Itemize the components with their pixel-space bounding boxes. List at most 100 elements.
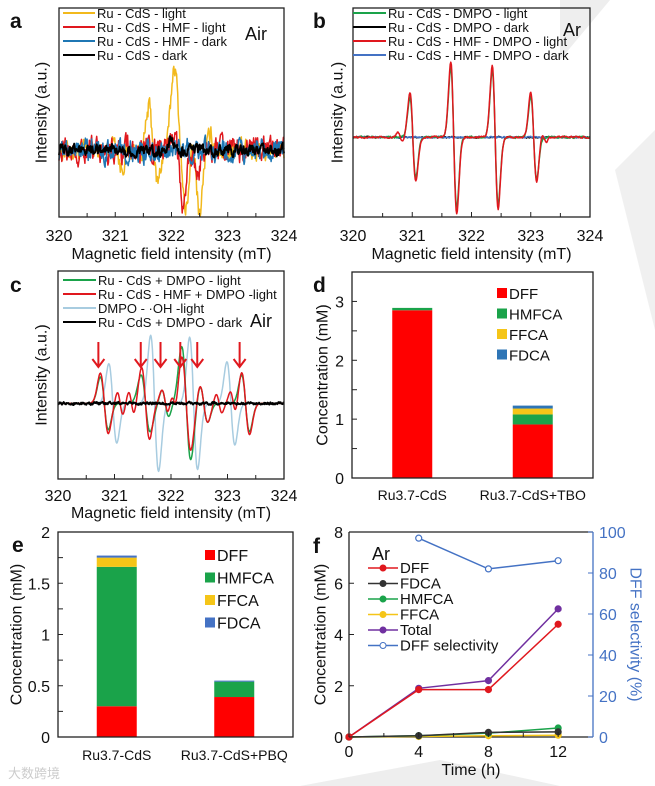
series-line-dff <box>348 623 559 738</box>
panel-label: d <box>313 274 326 297</box>
legend-swatch <box>205 550 215 560</box>
data-point <box>415 534 423 542</box>
legend-swatch <box>205 595 215 605</box>
x-tick-label: 321 <box>102 228 129 245</box>
data-point <box>415 685 423 694</box>
legend-swatch <box>497 308 507 319</box>
panel-label: a <box>10 10 22 33</box>
legend-label: FDCA <box>400 576 441 593</box>
x-tick-label: 322 <box>458 228 485 245</box>
y2-tick-label: 40 <box>599 648 617 665</box>
bar-fdca-1 <box>96 555 137 558</box>
condition-label: Air <box>250 311 272 331</box>
x-tick-label: 323 <box>214 228 241 245</box>
y-tick-label: 2 <box>335 353 344 370</box>
legend-label: Total <box>400 622 432 639</box>
legend-marker <box>379 564 387 572</box>
bar-dff-2 <box>214 697 255 737</box>
y-tick-label: 2 <box>41 525 50 542</box>
watermark: 大数跨境 <box>8 766 60 781</box>
legend-label: FDCA <box>217 616 261 633</box>
x-tick-label: 324 <box>271 488 298 505</box>
x-tick-label: 323 <box>214 488 241 505</box>
x-tick-label: 324 <box>271 228 298 245</box>
legend-swatch <box>205 617 215 628</box>
spectrum-ru-cds-hmf-light <box>58 130 285 214</box>
y-axis-label: Concentration (mM) <box>9 564 26 705</box>
x-tick-label: 321 <box>399 228 426 245</box>
bar-dff-2 <box>512 424 553 478</box>
legend-marker <box>379 626 387 634</box>
legend-label: Ru - CdS - HMF + DMPO -light <box>98 287 277 302</box>
x-tick-label: 323 <box>517 228 544 245</box>
legend-swatch <box>497 329 507 339</box>
decorative-shape <box>560 0 610 60</box>
category-label: Ru3.7-CdS <box>82 747 151 763</box>
bar-ffca-1 <box>96 557 137 567</box>
spectrum-ru-cds-dark <box>58 135 285 159</box>
arrow-down-icon <box>173 342 188 369</box>
legend-label: Ru - CdS - dark <box>97 48 188 63</box>
y-tick-label: 1 <box>335 412 344 429</box>
legend-label: HMFCA <box>217 571 274 588</box>
bar-hmfca-2 <box>512 414 553 425</box>
legend-label: DFF <box>400 560 429 577</box>
spectrum-ru-cds-hmf-dmpo-light <box>352 61 591 215</box>
y2-tick-label: 0 <box>599 730 608 747</box>
data-point <box>484 565 493 573</box>
y-tick-label: 4 <box>334 628 343 645</box>
data-point <box>484 677 493 685</box>
y-axis-label: Intensity (a.u.) <box>34 324 51 425</box>
data-point <box>554 557 562 565</box>
bar-hmfca-1 <box>96 566 137 707</box>
legend-label: FFCA <box>400 607 439 624</box>
category-label: Ru3.7-CdS <box>378 487 447 503</box>
y-tick-label: 0 <box>334 730 343 747</box>
panel-label: c <box>10 274 22 297</box>
x-axis-label: Magnetic field intensity (mT) <box>371 246 571 263</box>
panel-label: e <box>12 534 24 557</box>
legend-label: DMPO - ·OH -light <box>98 301 205 316</box>
legend-label: HMFCA <box>509 307 562 324</box>
legend-label: Ru - CdS - HMF - DMPO - dark <box>388 48 569 63</box>
category-label: Ru3.7-CdS+PBQ <box>181 747 288 763</box>
y-axis-label: Concentration (mM) <box>313 564 330 705</box>
x-tick-label: 12 <box>549 744 567 761</box>
arrow-down-icon <box>153 342 168 369</box>
x-tick-label: 320 <box>340 228 367 245</box>
panel-e: e Ru3.7-CdS Ru3.7-CdS+PBQ 0 0.5 1 1.5 2 Concentr… <box>9 525 294 763</box>
legend-label: Ru - CdS - HMF - DMPO - light <box>388 34 568 49</box>
plot-frame <box>351 271 594 479</box>
x-tick-label: 322 <box>158 228 185 245</box>
y-tick-label: 0 <box>41 730 50 747</box>
y-tick-label: 0.5 <box>28 679 50 696</box>
legend-marker <box>379 595 387 603</box>
panel-label: b <box>313 10 326 33</box>
legend-label: Ru - CdS - DMPO - light <box>388 6 528 21</box>
category-label: Ru3.7-CdS+TBO <box>480 487 586 503</box>
legend-label: FFCA <box>217 593 259 610</box>
data-point <box>554 605 562 613</box>
x-tick-label: 8 <box>484 744 493 761</box>
bar-hmfca-2 <box>214 681 255 698</box>
legend-label: FFCA <box>509 327 548 344</box>
y2-tick-label: 100 <box>599 525 626 542</box>
y-axis-label: Intensity (a.u.) <box>330 62 347 163</box>
legend-label: DFF <box>509 286 538 303</box>
condition-label: Ar <box>372 544 390 564</box>
x-tick-label: 322 <box>158 488 185 505</box>
bar-dff-1 <box>96 706 137 737</box>
data-point <box>554 620 562 628</box>
legend-label: HMFCA <box>400 591 453 608</box>
legend-label: DFF selectivity <box>400 638 499 655</box>
x-tick-label: 0 <box>345 744 354 761</box>
decorative-shape <box>300 760 560 786</box>
series-line-dff-selectivity <box>418 537 559 570</box>
panel-b: b 320 321 322 323 324 Magnetic field intensity… <box>313 6 603 263</box>
legend-label: Ru - CdS - DMPO - dark <box>388 20 529 35</box>
y-tick-label: 0 <box>335 471 344 488</box>
decorative-shape <box>615 130 655 330</box>
